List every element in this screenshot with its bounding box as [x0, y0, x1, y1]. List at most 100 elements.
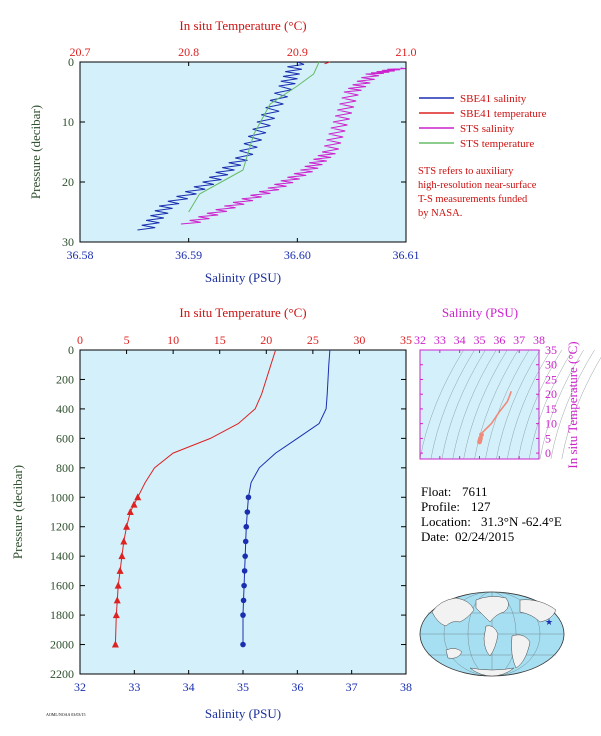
top-sal-axis-label: Salinity (PSU) [205, 270, 281, 285]
bottom-ticks-group: 32 33 34 35 36 37 38 0 5 10 15 20 25 30 35 0 200 400 600 80… [50, 333, 412, 694]
temperature-point [130, 500, 138, 508]
salinity-point [241, 582, 247, 589]
top-ticks-group: 36.58 36.59 36.60 36.61 20.7 20.8 20.9 21.0 0 10 2… [62, 45, 420, 262]
ts-point [477, 439, 482, 445]
temperature-point [118, 552, 126, 560]
x-top-tick-label: 5 [124, 333, 130, 347]
x-bottom-tick-label: 37 [346, 680, 358, 694]
bottom-plot-area [79, 349, 407, 675]
y-tick-label: 1000 [50, 490, 74, 504]
x-bottom-tick-label: 32 [74, 680, 86, 694]
ts-y-tick-label: 35 [545, 343, 557, 357]
float-info: Float: 7611 Profile: 127 Location: 31.3°… [421, 484, 562, 544]
location-value: 31.3°N -62.4°E [481, 514, 562, 529]
salinity-point [245, 494, 252, 501]
location-label: Location: [421, 514, 471, 529]
x-top-tick-label: 20.9 [287, 45, 308, 59]
temperature-point [134, 493, 142, 501]
salinity-point [242, 553, 248, 559]
sts-note-line: T-S measurements funded [418, 194, 528, 205]
top-p-axis-label: Pressure (decibar) [28, 105, 43, 199]
x-bottom-tick-label: 36.61 [393, 248, 420, 262]
density-contour [517, 349, 562, 460]
density-contour [463, 349, 508, 460]
x-top-tick-label: 20.7 [70, 45, 91, 59]
sts-note-line: STS refers to auxiliary [418, 166, 514, 177]
temperature-point [113, 596, 121, 604]
sts-note-line: by NASA. [418, 208, 462, 219]
salinity-point [240, 597, 247, 604]
ts-x-tick-label: 38 [533, 333, 545, 347]
y-tick-label: 200 [56, 372, 74, 386]
top-profile-chart: 36.58 36.59 36.60 36.61 20.7 20.8 20.9 21.0 0 10 2… [28, 18, 420, 285]
legend-label: SBE41 salinity [460, 93, 527, 105]
temperature-point [126, 508, 134, 515]
map-land [431, 596, 557, 677]
ts-x-tick-label: 33 [434, 333, 446, 347]
y-tick-label: 0 [68, 55, 74, 69]
x-bottom-tick-label: 36.59 [175, 248, 202, 262]
profile-label: Profile: [421, 499, 460, 514]
density-contour [430, 349, 475, 460]
ts-x-tick-label: 32 [414, 333, 426, 347]
series-line [180, 67, 406, 225]
salinity-point [240, 612, 246, 618]
density-contour [496, 349, 541, 460]
y-tick-label: 600 [56, 431, 74, 445]
x-bottom-tick-label: 36 [291, 680, 303, 694]
ts-y-tick-label: 15 [545, 402, 557, 416]
x-bottom-tick-label: 35 [237, 680, 249, 694]
y-tick-label: 1400 [50, 549, 74, 563]
salinity-point [243, 523, 250, 530]
x-top-tick-label: 30 [353, 333, 365, 347]
x-bottom-tick-label: 36.60 [284, 248, 311, 262]
ts-x-tick-label: 37 [513, 333, 525, 347]
x-top-tick-label: 15 [214, 333, 226, 347]
bottom-series-group [111, 349, 331, 648]
top-series-group [137, 61, 406, 231]
x-top-tick-label: 25 [307, 333, 319, 347]
bottom-sal-axis-label: Salinity (PSU) [205, 706, 281, 721]
ts-y-tick-label: 30 [545, 358, 557, 372]
top-legend: SBE41 salinity SBE41 temperature STS salin… [419, 93, 547, 150]
y-tick-label: 1600 [50, 579, 74, 593]
salinity-point [242, 538, 249, 545]
density-contour [419, 349, 464, 460]
ts-y-tick-label: 20 [545, 387, 557, 401]
sts-note: STS refers to auxiliary high-resolution … [418, 166, 537, 219]
density-contour [474, 349, 519, 460]
density-contour [550, 349, 595, 460]
ts-temp-axis-label: In situ Temperature (°C) [565, 341, 580, 468]
x-top-tick-label: 21.0 [396, 45, 417, 59]
legend-label: STS salinity [460, 123, 515, 135]
bottom-temp-axis-label: In situ Temperature (°C) [179, 305, 306, 320]
ts-content-group [419, 349, 601, 460]
ts-y-tick-label: 5 [545, 431, 551, 445]
density-contour [507, 349, 552, 460]
float-location-marker: ★ [545, 617, 553, 627]
density-contour [441, 349, 486, 460]
x-bottom-tick-label: 38 [400, 680, 412, 694]
profile-value: 127 [471, 499, 491, 514]
series-line [324, 61, 331, 65]
legend-label: SBE41 temperature [460, 108, 547, 120]
footer-tag: AOML/NOAA 03/03/15 [46, 712, 85, 717]
ts-x-tick-label: 35 [474, 333, 486, 347]
ts-y-tick-label: 10 [545, 417, 557, 431]
x-bottom-tick-label: 34 [183, 680, 195, 694]
bottom-profile-chart: 32 33 34 35 36 37 38 0 5 10 15 20 25 30 35 0 200 400 600 80… [10, 305, 412, 721]
temperature-point [116, 566, 124, 574]
density-contour [485, 349, 530, 460]
ts-sal-axis-label: Salinity (PSU) [442, 305, 518, 320]
y-tick-label: 1200 [50, 520, 74, 534]
x-top-tick-label: 10 [167, 333, 179, 347]
temperature-point [111, 640, 119, 648]
x-top-tick-label: 20 [260, 333, 272, 347]
float-value: 7611 [462, 484, 488, 499]
density-contour [539, 349, 584, 460]
x-bottom-tick-label: 33 [128, 680, 140, 694]
y-tick-label: 2000 [50, 638, 74, 652]
temperature-point [112, 611, 120, 619]
